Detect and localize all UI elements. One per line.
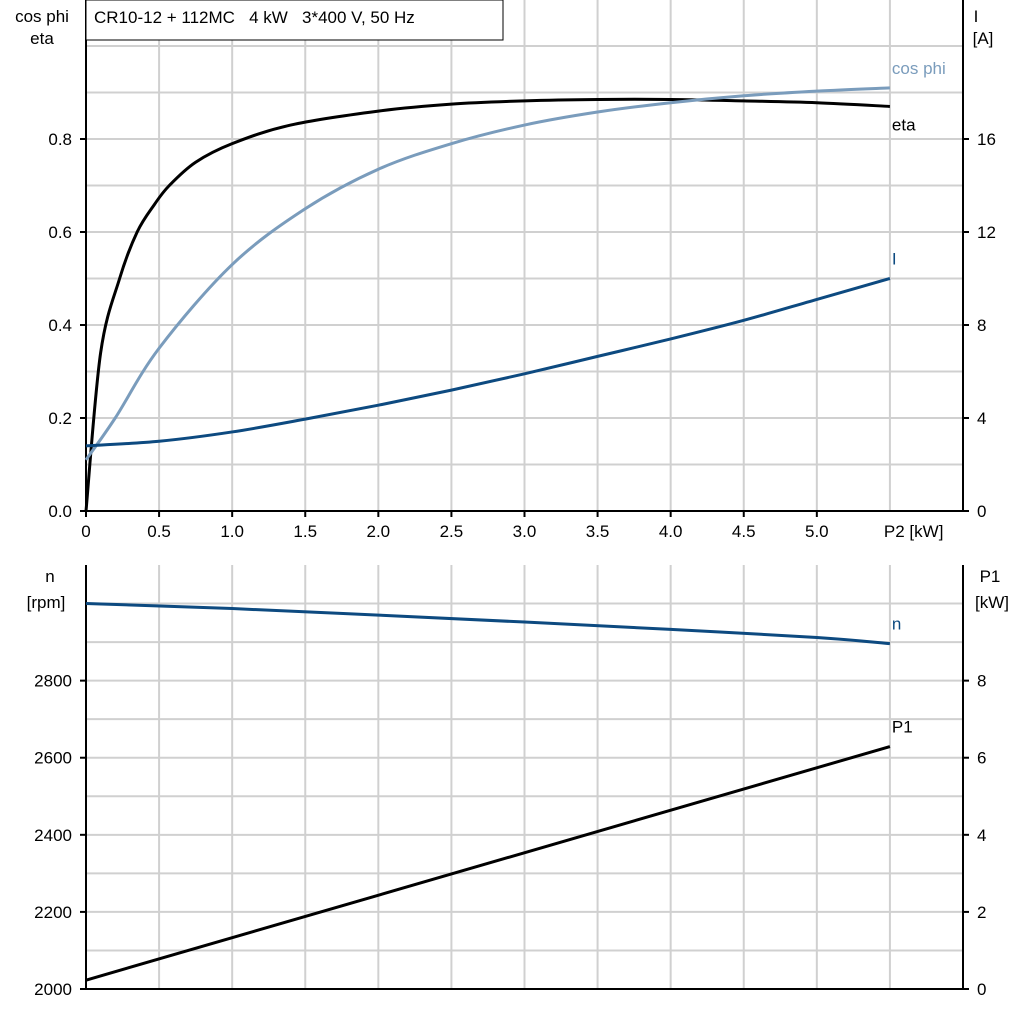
series-line-P1 xyxy=(85,745,891,982)
series-label-n: n xyxy=(892,615,901,634)
x-tick-label: 0.5 xyxy=(147,522,171,541)
y-axis-title-right: [A] xyxy=(973,29,994,48)
series-label-cos-phi: cos phi xyxy=(892,59,946,78)
x-tick-label: 4.0 xyxy=(659,522,683,541)
bottom-plot: 2000 2200 2400 2600 2800 0 2 4 6 8 n [rpm] P1 [kW] n P1 xyxy=(27,565,1009,999)
x-tick-label: 3.5 xyxy=(586,522,610,541)
y-tick-label-right: 4 xyxy=(977,409,986,428)
x-tick-label: 0 xyxy=(81,522,90,541)
legend-frame xyxy=(85,0,504,41)
legend-text: CR10-12 + 112MC 4 kW 3*400 V, 50 Hz xyxy=(94,8,415,27)
x-tick-label: 4.5 xyxy=(732,522,756,541)
y-tick-label-right: 8 xyxy=(977,672,986,691)
y-tick-label-left: 2600 xyxy=(34,749,72,768)
series-label-eta: eta xyxy=(892,115,916,134)
x-axis-label: P2 [kW] xyxy=(884,522,944,541)
legend-box: CR10-12 + 112MC 4 kW 3*400 V, 50 Hz xyxy=(85,0,504,41)
y-tick-label-left: 2800 xyxy=(34,672,72,691)
series-line-n xyxy=(85,602,891,646)
x-tick-label: 3.0 xyxy=(513,522,537,541)
y-axis-title-right: [kW] xyxy=(975,593,1009,612)
series-line-I xyxy=(85,277,891,448)
y-tick-label-right: 2 xyxy=(977,903,986,922)
series-line-eta xyxy=(84,97,890,512)
x-tick-label: 5.0 xyxy=(805,522,829,541)
top-plot: 0.0 0.2 0.4 0.6 0.8 0 4 8 12 16 0 0.5 1.0 1.5 2.0 2.5 3.… xyxy=(15,0,996,541)
y-tick-label-left: 2200 xyxy=(34,903,72,922)
series-label-P1: P1 xyxy=(892,718,913,737)
y-tick-label-left: 2000 xyxy=(34,980,72,999)
y-tick-label-right: 4 xyxy=(977,826,986,845)
y-axis-title-left: cos phi xyxy=(15,7,69,26)
x-tick-label: 1.0 xyxy=(220,522,244,541)
y-axis-title-left: eta xyxy=(30,29,54,48)
y-axis-title-right: I xyxy=(974,7,979,26)
y-axis-title-right: P1 xyxy=(980,567,1001,586)
x-tick-label: 2.5 xyxy=(440,522,464,541)
y-tick-label-left: 2400 xyxy=(34,826,72,845)
y-tick-label-left: 0.8 xyxy=(48,130,72,149)
y-tick-label-left: 0.4 xyxy=(48,316,72,335)
y-tick-label-right: 6 xyxy=(977,749,986,768)
y-tick-label-right: 12 xyxy=(977,223,996,242)
y-tick-label-left: 0.2 xyxy=(48,409,72,428)
y-tick-label-right: 16 xyxy=(977,130,996,149)
y-tick-label-left: 0.0 xyxy=(48,502,72,521)
y-axis-title-left: n xyxy=(45,567,54,586)
x-tick-label: 2.0 xyxy=(367,522,391,541)
y-tick-label-right: 0 xyxy=(977,502,986,521)
y-tick-label-left: 0.6 xyxy=(48,223,72,242)
y-tick-label-right: 0 xyxy=(977,980,986,999)
series-label-I: I xyxy=(892,250,897,269)
y-tick-label-right: 8 xyxy=(977,316,986,335)
x-tick-label: 1.5 xyxy=(293,522,317,541)
y-axis-title-left: [rpm] xyxy=(27,593,66,612)
series-line-cos-phi xyxy=(84,86,890,461)
